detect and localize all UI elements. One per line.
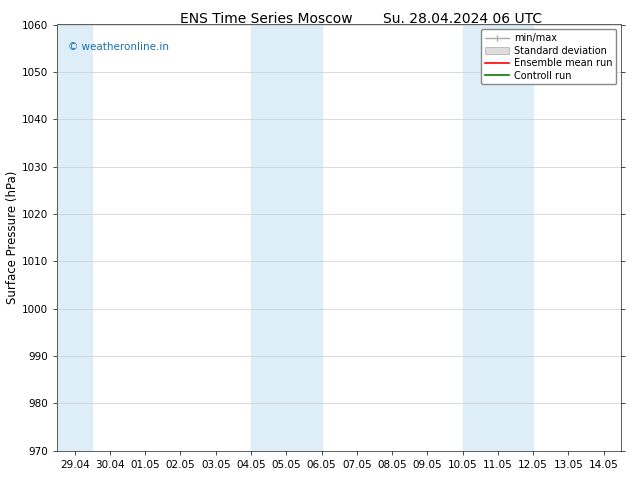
Text: ENS Time Series Moscow: ENS Time Series Moscow bbox=[180, 12, 353, 26]
Legend: min/max, Standard deviation, Ensemble mean run, Controll run: min/max, Standard deviation, Ensemble me… bbox=[481, 29, 616, 84]
Text: Su. 28.04.2024 06 UTC: Su. 28.04.2024 06 UTC bbox=[384, 12, 542, 26]
Bar bbox=[463, 24, 533, 451]
Bar bbox=[57, 24, 93, 451]
Y-axis label: Surface Pressure (hPa): Surface Pressure (hPa) bbox=[6, 171, 19, 304]
Text: © weatheronline.in: © weatheronline.in bbox=[68, 42, 169, 51]
Bar bbox=[251, 24, 321, 451]
